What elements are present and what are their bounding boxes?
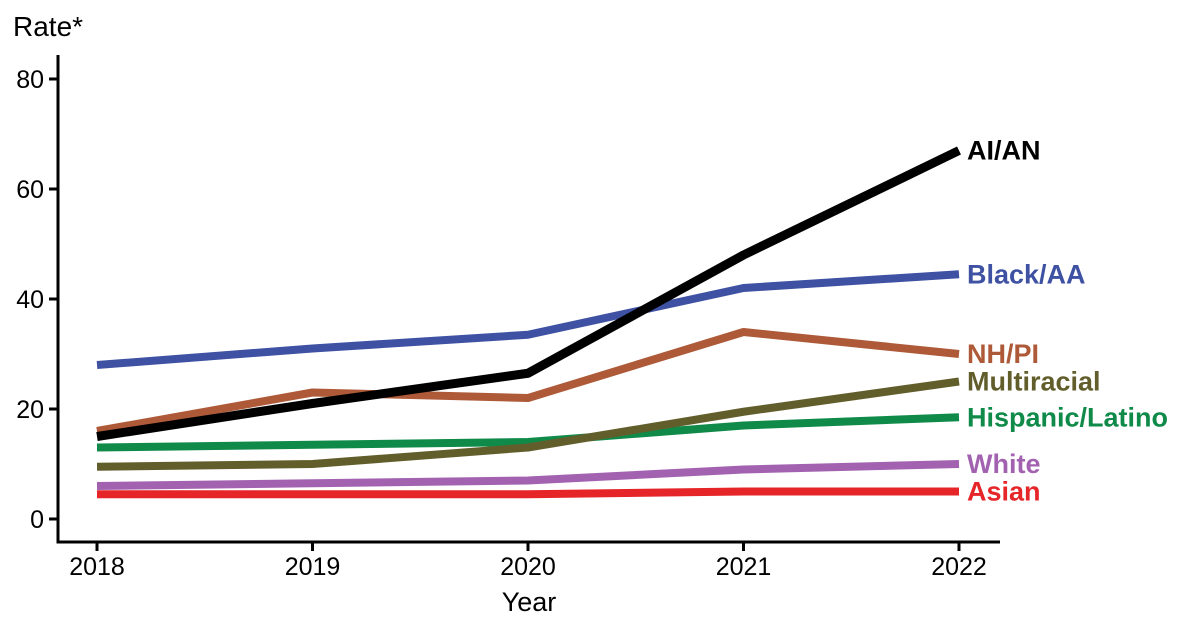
y-tick-label: 40 bbox=[16, 286, 44, 314]
x-axis-title: Year bbox=[502, 587, 557, 617]
y-tick-label: 60 bbox=[16, 176, 44, 204]
series-line-asian bbox=[97, 487, 959, 499]
y-tick-label: 80 bbox=[16, 66, 44, 94]
series-line-nh-pi bbox=[96, 328, 960, 435]
series-lines bbox=[96, 146, 961, 499]
series-line-black-aa bbox=[96, 270, 960, 369]
series-line-multiracial bbox=[96, 377, 960, 471]
series-label-nh-pi: NH/PI bbox=[967, 339, 1039, 369]
series-label-hispanic-latino: Hispanic/Latino bbox=[967, 402, 1168, 432]
x-tick-label: 2018 bbox=[69, 553, 125, 581]
y-tick-label: 20 bbox=[16, 396, 44, 424]
series-label-asian: Asian bbox=[967, 477, 1041, 507]
series-line-white bbox=[96, 460, 960, 490]
x-tick-label: 2022 bbox=[931, 553, 987, 581]
series-label-black-aa: Black/AA bbox=[967, 259, 1086, 289]
x-tick-label: 2020 bbox=[500, 553, 556, 581]
x-tick-label: 2021 bbox=[716, 553, 772, 581]
axis-spines bbox=[56, 55, 1000, 544]
y-tick-label: 0 bbox=[30, 506, 44, 534]
series-line-hispanic-latino bbox=[96, 413, 960, 452]
series-label-ai-an: AI/AN bbox=[967, 136, 1041, 166]
y-axis-title: Rate* bbox=[13, 11, 83, 42]
tick-labels: 0 20 40 60 80 2018 2019 2020 2021 2022 bbox=[16, 66, 987, 581]
series-label-multiracial: Multiracial bbox=[967, 367, 1101, 397]
x-tick-label: 2019 bbox=[285, 553, 341, 581]
series-label-white: White bbox=[967, 449, 1041, 479]
axes bbox=[49, 55, 1000, 551]
series-line-ai-an bbox=[96, 146, 961, 441]
